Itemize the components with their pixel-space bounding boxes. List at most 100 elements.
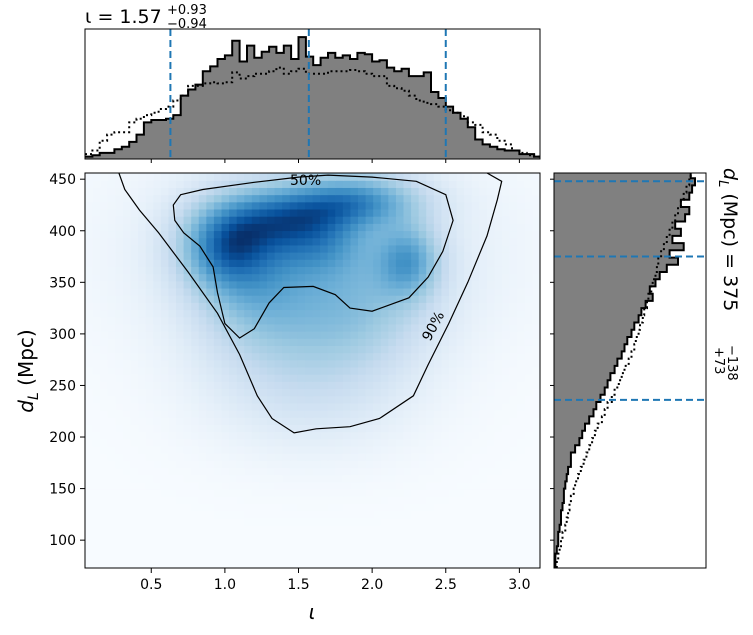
heatmap-cell xyxy=(517,374,526,382)
heatmap-cell xyxy=(342,438,352,447)
heatmap-cell xyxy=(236,187,245,196)
heatmap-cell xyxy=(494,309,503,318)
heatmap-cell xyxy=(479,259,488,267)
top-panel-frame xyxy=(84,28,541,160)
heatmap-cell xyxy=(206,338,215,346)
heatmap-cell xyxy=(160,352,170,361)
heatmap-cell xyxy=(229,481,238,490)
heatmap-cell xyxy=(92,316,101,325)
heatmap-cell xyxy=(198,208,207,217)
heatmap-cell xyxy=(388,489,397,497)
heatmap-cell xyxy=(350,388,359,397)
heatmap-cell xyxy=(145,388,154,397)
heatmap-cell xyxy=(206,266,215,275)
heatmap-cell xyxy=(350,208,359,217)
heatmap-cell xyxy=(289,309,298,318)
heatmap-cell xyxy=(221,539,230,548)
heatmap-cell xyxy=(320,338,329,346)
heatmap-cell xyxy=(85,216,94,224)
heatmap-cell xyxy=(358,539,367,548)
heatmap-cell xyxy=(373,244,382,253)
heatmap-cell xyxy=(229,173,238,181)
heatmap-cell xyxy=(380,445,389,454)
heatmap-cell xyxy=(342,474,352,483)
heatmap-cell xyxy=(502,503,511,512)
heatmap-cell xyxy=(312,381,321,390)
heatmap-cell xyxy=(206,388,215,397)
heatmap-cell xyxy=(259,402,268,411)
heatmap-cell xyxy=(486,438,496,447)
heatmap-cell xyxy=(85,252,94,260)
heatmap-cell xyxy=(145,438,154,447)
heatmap-cell xyxy=(145,230,154,239)
heatmap-cell xyxy=(403,316,412,325)
heatmap-cell xyxy=(494,388,503,397)
heatmap-cell xyxy=(411,546,420,555)
heatmap-cell xyxy=(471,445,480,454)
heatmap-cell xyxy=(138,187,147,196)
heatmap-cell xyxy=(229,445,238,454)
heatmap-cell xyxy=(229,496,238,504)
heatmap-cell xyxy=(115,395,124,404)
contour-90-line xyxy=(118,173,503,434)
heatmap-cell xyxy=(229,287,238,296)
heatmap-cell xyxy=(418,295,427,303)
heatmap-cell xyxy=(130,331,139,339)
heatmap-cell xyxy=(373,287,382,296)
heatmap-cell xyxy=(183,553,192,562)
heatmap-cell xyxy=(373,366,382,375)
heatmap-cell xyxy=(85,287,94,296)
heatmap-cell xyxy=(115,467,124,476)
heatmap-cell xyxy=(107,424,116,433)
heatmap-cell xyxy=(259,438,268,447)
heatmap-cell xyxy=(426,524,435,533)
heatmap-cell xyxy=(198,266,207,275)
heatmap-cell xyxy=(456,374,465,382)
heatmap-cell xyxy=(176,201,185,210)
heatmap-cell xyxy=(312,230,321,239)
heatmap-cell xyxy=(153,445,162,454)
heatmap-cell xyxy=(380,489,389,497)
heatmap-cell xyxy=(198,259,207,267)
heatmap-cell xyxy=(418,230,427,239)
heatmap-cell xyxy=(221,453,230,461)
heatmap-cell xyxy=(373,331,382,339)
heatmap-cell xyxy=(221,302,230,311)
heatmap-cell xyxy=(213,287,223,296)
heatmap-cell xyxy=(509,309,518,318)
heatmap-cell xyxy=(85,553,94,562)
heatmap-cell xyxy=(433,467,443,476)
heatmap-cell xyxy=(464,467,473,476)
heatmap-cell xyxy=(411,539,420,548)
heatmap-cell xyxy=(85,517,94,526)
heatmap-cell xyxy=(153,366,162,375)
heatmap-cell xyxy=(441,187,450,196)
heatmap-cell xyxy=(85,560,94,568)
heatmap-cell xyxy=(509,553,518,562)
heatmap-cell xyxy=(289,273,298,282)
heatmap-cell xyxy=(282,374,291,382)
heatmap-cell xyxy=(524,273,534,282)
heatmap-cell xyxy=(532,431,540,440)
heatmap-cell xyxy=(107,230,116,239)
heatmap-cell xyxy=(486,187,496,196)
heatmap-cell xyxy=(312,438,321,447)
heatmap-cell xyxy=(433,366,443,375)
heatmap-cell xyxy=(229,223,238,232)
heatmap-cell xyxy=(160,481,170,490)
heatmap-cell xyxy=(297,280,306,289)
heatmap-cell xyxy=(206,216,215,224)
heatmap-cell xyxy=(107,331,116,339)
heatmap-cell xyxy=(145,460,154,469)
heatmap-cell xyxy=(456,402,465,411)
heatmap-cell xyxy=(153,280,162,289)
heatmap-cell xyxy=(297,417,306,425)
heatmap-cell xyxy=(380,180,389,188)
heatmap-cell xyxy=(365,539,374,548)
heatmap-cell xyxy=(289,323,298,332)
heatmap-cell xyxy=(403,539,412,548)
heatmap-cell xyxy=(449,316,458,325)
heatmap-cell xyxy=(524,266,534,275)
heatmap-cell xyxy=(138,331,147,339)
heatmap-cell xyxy=(358,331,367,339)
